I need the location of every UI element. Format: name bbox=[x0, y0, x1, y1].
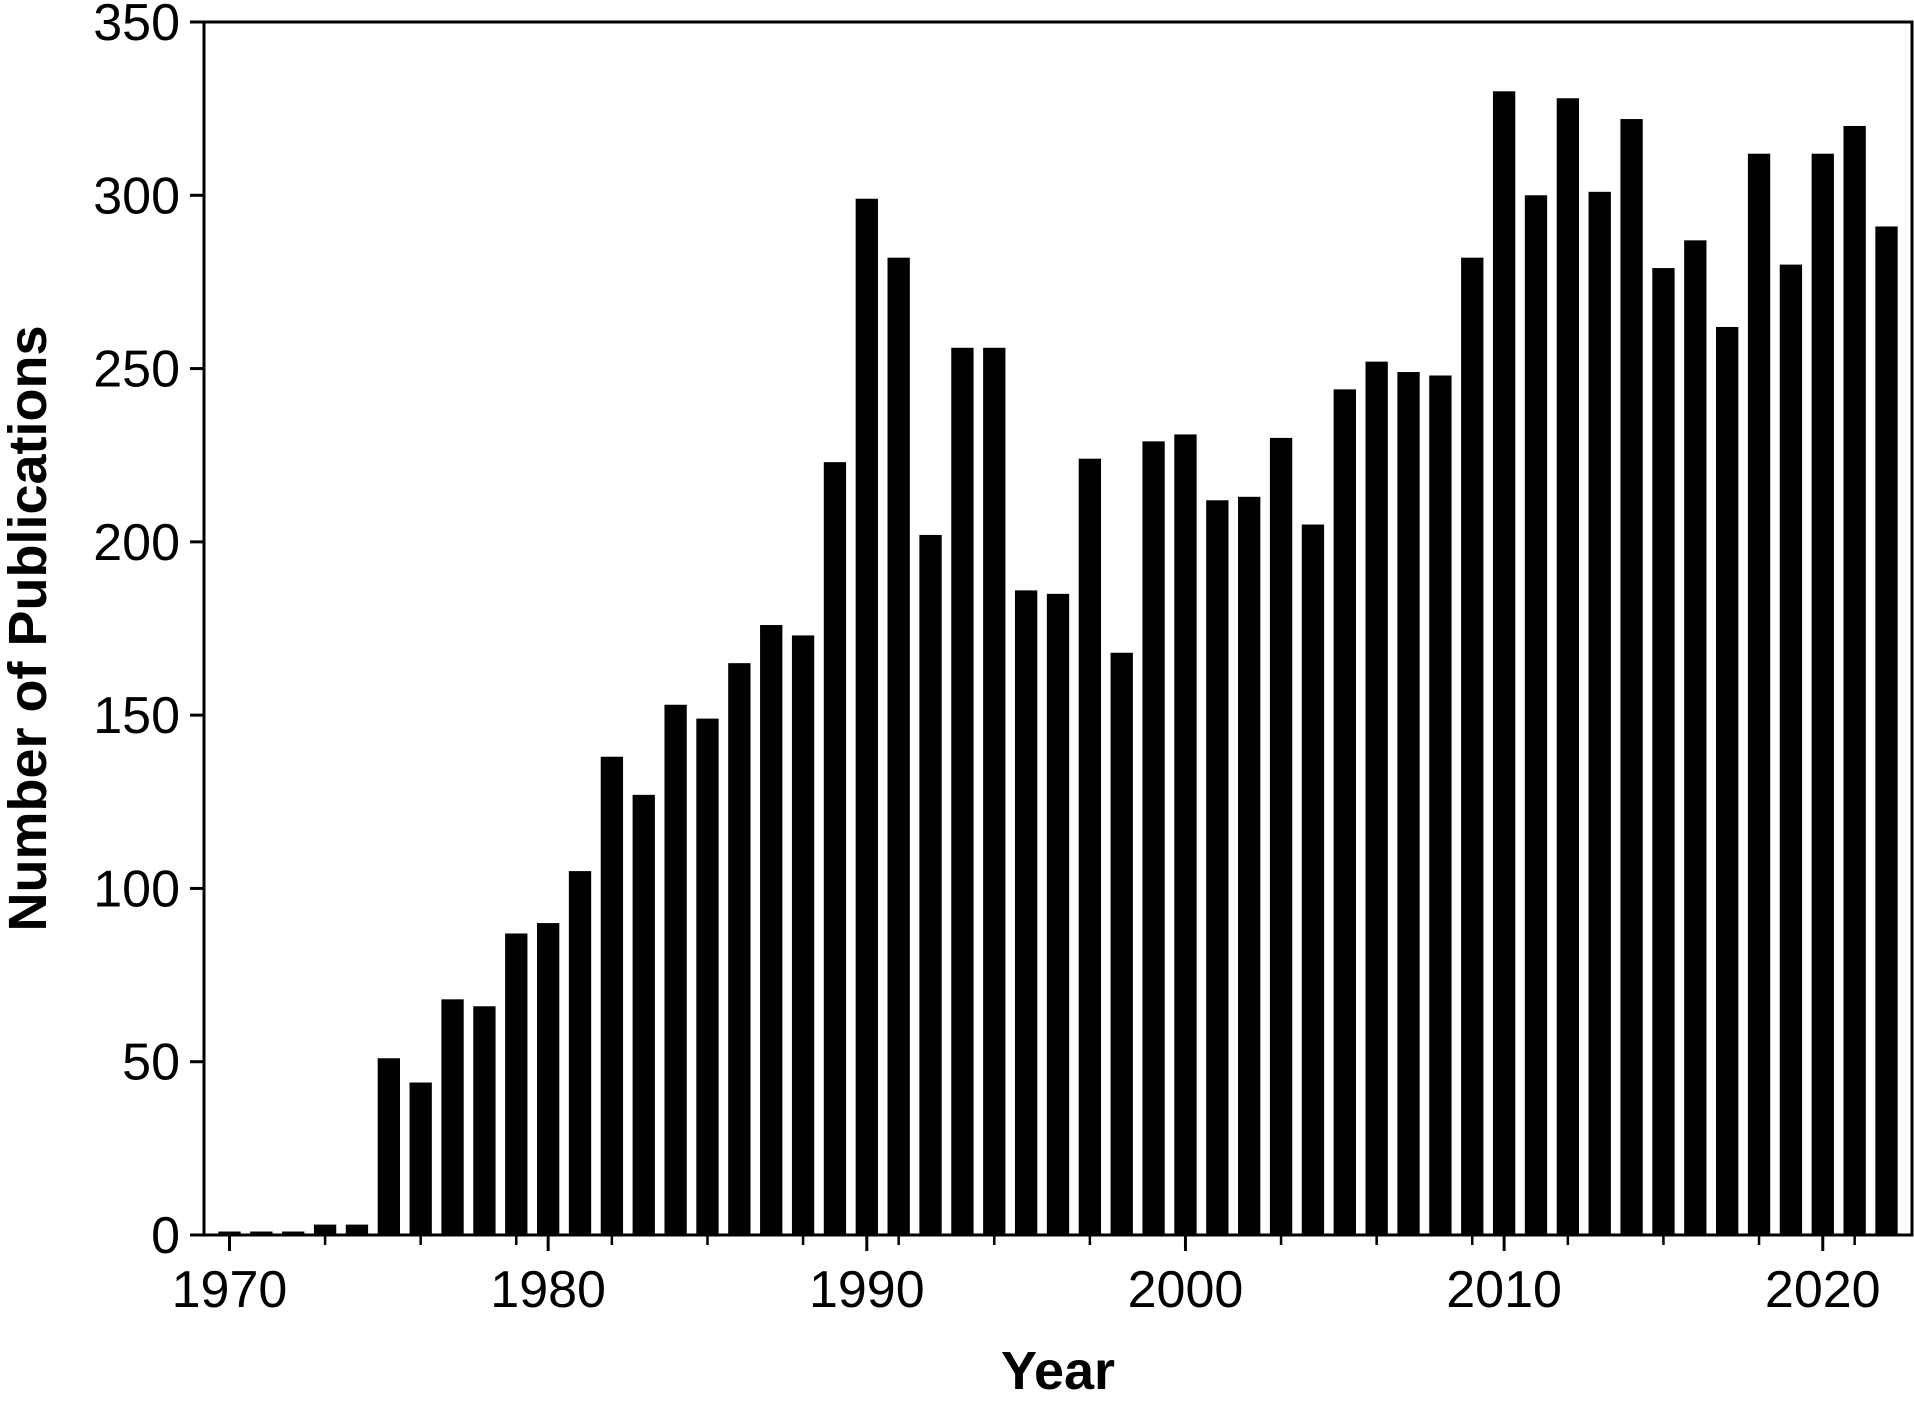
y-tick-label: 100 bbox=[93, 860, 180, 918]
bar-2001 bbox=[1206, 500, 1229, 1235]
bar-2012 bbox=[1556, 98, 1580, 1235]
bar-1988 bbox=[791, 635, 815, 1235]
bar-1994 bbox=[983, 347, 1006, 1235]
bar-1976 bbox=[409, 1082, 432, 1235]
x-tick-label: 1970 bbox=[172, 1261, 288, 1319]
bar-2018 bbox=[1747, 153, 1771, 1236]
bar-1979 bbox=[505, 933, 528, 1235]
bar-2013 bbox=[1588, 191, 1611, 1235]
bar-1978 bbox=[473, 1006, 496, 1235]
bar-2006 bbox=[1365, 361, 1388, 1235]
bar-2010 bbox=[1492, 91, 1516, 1235]
bars-layer bbox=[218, 91, 1898, 1236]
y-tick-label: 50 bbox=[122, 1034, 180, 1092]
bar-1995 bbox=[1014, 590, 1038, 1235]
x-tick-label: 2020 bbox=[1765, 1261, 1881, 1319]
y-axis: 0 50 100 150 200 250 300 350 bbox=[93, 0, 204, 1265]
x-tick-label: 2010 bbox=[1446, 1261, 1562, 1319]
bar-2016 bbox=[1684, 240, 1707, 1236]
bar-1972 bbox=[282, 1231, 305, 1235]
bar-2008 bbox=[1429, 375, 1452, 1235]
bar-2007 bbox=[1397, 372, 1420, 1235]
bar-2022 bbox=[1875, 226, 1898, 1236]
bar-1985 bbox=[696, 718, 719, 1235]
bar-1984 bbox=[664, 704, 687, 1235]
bar-1973 bbox=[313, 1224, 337, 1235]
bar-2009 bbox=[1461, 257, 1484, 1235]
bar-1997 bbox=[1078, 458, 1102, 1235]
y-tick-label: 200 bbox=[93, 514, 180, 572]
y-tick-label: 250 bbox=[93, 341, 180, 399]
bar-2003 bbox=[1269, 437, 1293, 1235]
bar-1987 bbox=[760, 625, 783, 1235]
bar-1983 bbox=[632, 794, 655, 1235]
bar-2002 bbox=[1238, 496, 1261, 1235]
bar-1982 bbox=[600, 756, 624, 1235]
bar-1974 bbox=[345, 1224, 369, 1235]
x-axis: 1970 1980 1990 2000 2010 2020 bbox=[172, 1235, 1881, 1319]
bar-2014 bbox=[1620, 119, 1643, 1235]
bar-1990 bbox=[855, 198, 878, 1235]
bar-2005 bbox=[1333, 389, 1356, 1235]
x-axis-title: Year bbox=[1001, 1341, 1115, 1401]
bar-2019 bbox=[1779, 264, 1803, 1236]
bar-1991 bbox=[887, 257, 910, 1235]
bar-1998 bbox=[1110, 652, 1133, 1235]
bar-2011 bbox=[1524, 195, 1548, 1235]
bar-1971 bbox=[250, 1231, 273, 1235]
y-tick-label: 0 bbox=[151, 1207, 180, 1265]
x-tick-label: 2000 bbox=[1128, 1261, 1244, 1319]
bar-1996 bbox=[1046, 593, 1070, 1235]
bar-2017 bbox=[1716, 326, 1739, 1236]
bar-2021 bbox=[1843, 125, 1866, 1236]
bar-1980 bbox=[537, 923, 560, 1235]
bar-1977 bbox=[441, 999, 464, 1235]
y-axis-title: Number of Publications bbox=[0, 325, 58, 931]
y-tick-label: 150 bbox=[93, 687, 180, 745]
bar-1981 bbox=[568, 871, 592, 1235]
bar-1992 bbox=[919, 534, 942, 1235]
bar-1993 bbox=[951, 347, 974, 1235]
bar-2004 bbox=[1301, 524, 1325, 1235]
y-tick-label: 350 bbox=[93, 0, 180, 52]
bar-1999 bbox=[1142, 441, 1165, 1236]
bar-1970 bbox=[218, 1231, 241, 1235]
bar-2000 bbox=[1174, 434, 1197, 1235]
y-tick-label: 300 bbox=[93, 167, 180, 225]
bar-1989 bbox=[823, 462, 847, 1235]
bar-2020 bbox=[1811, 153, 1834, 1236]
x-tick-label: 1990 bbox=[809, 1261, 925, 1319]
bar-2015 bbox=[1652, 268, 1675, 1235]
bar-1986 bbox=[728, 663, 751, 1235]
x-tick-label: 1980 bbox=[490, 1261, 606, 1319]
bar-1975 bbox=[377, 1058, 400, 1235]
plot-frame bbox=[202, 20, 1914, 1237]
